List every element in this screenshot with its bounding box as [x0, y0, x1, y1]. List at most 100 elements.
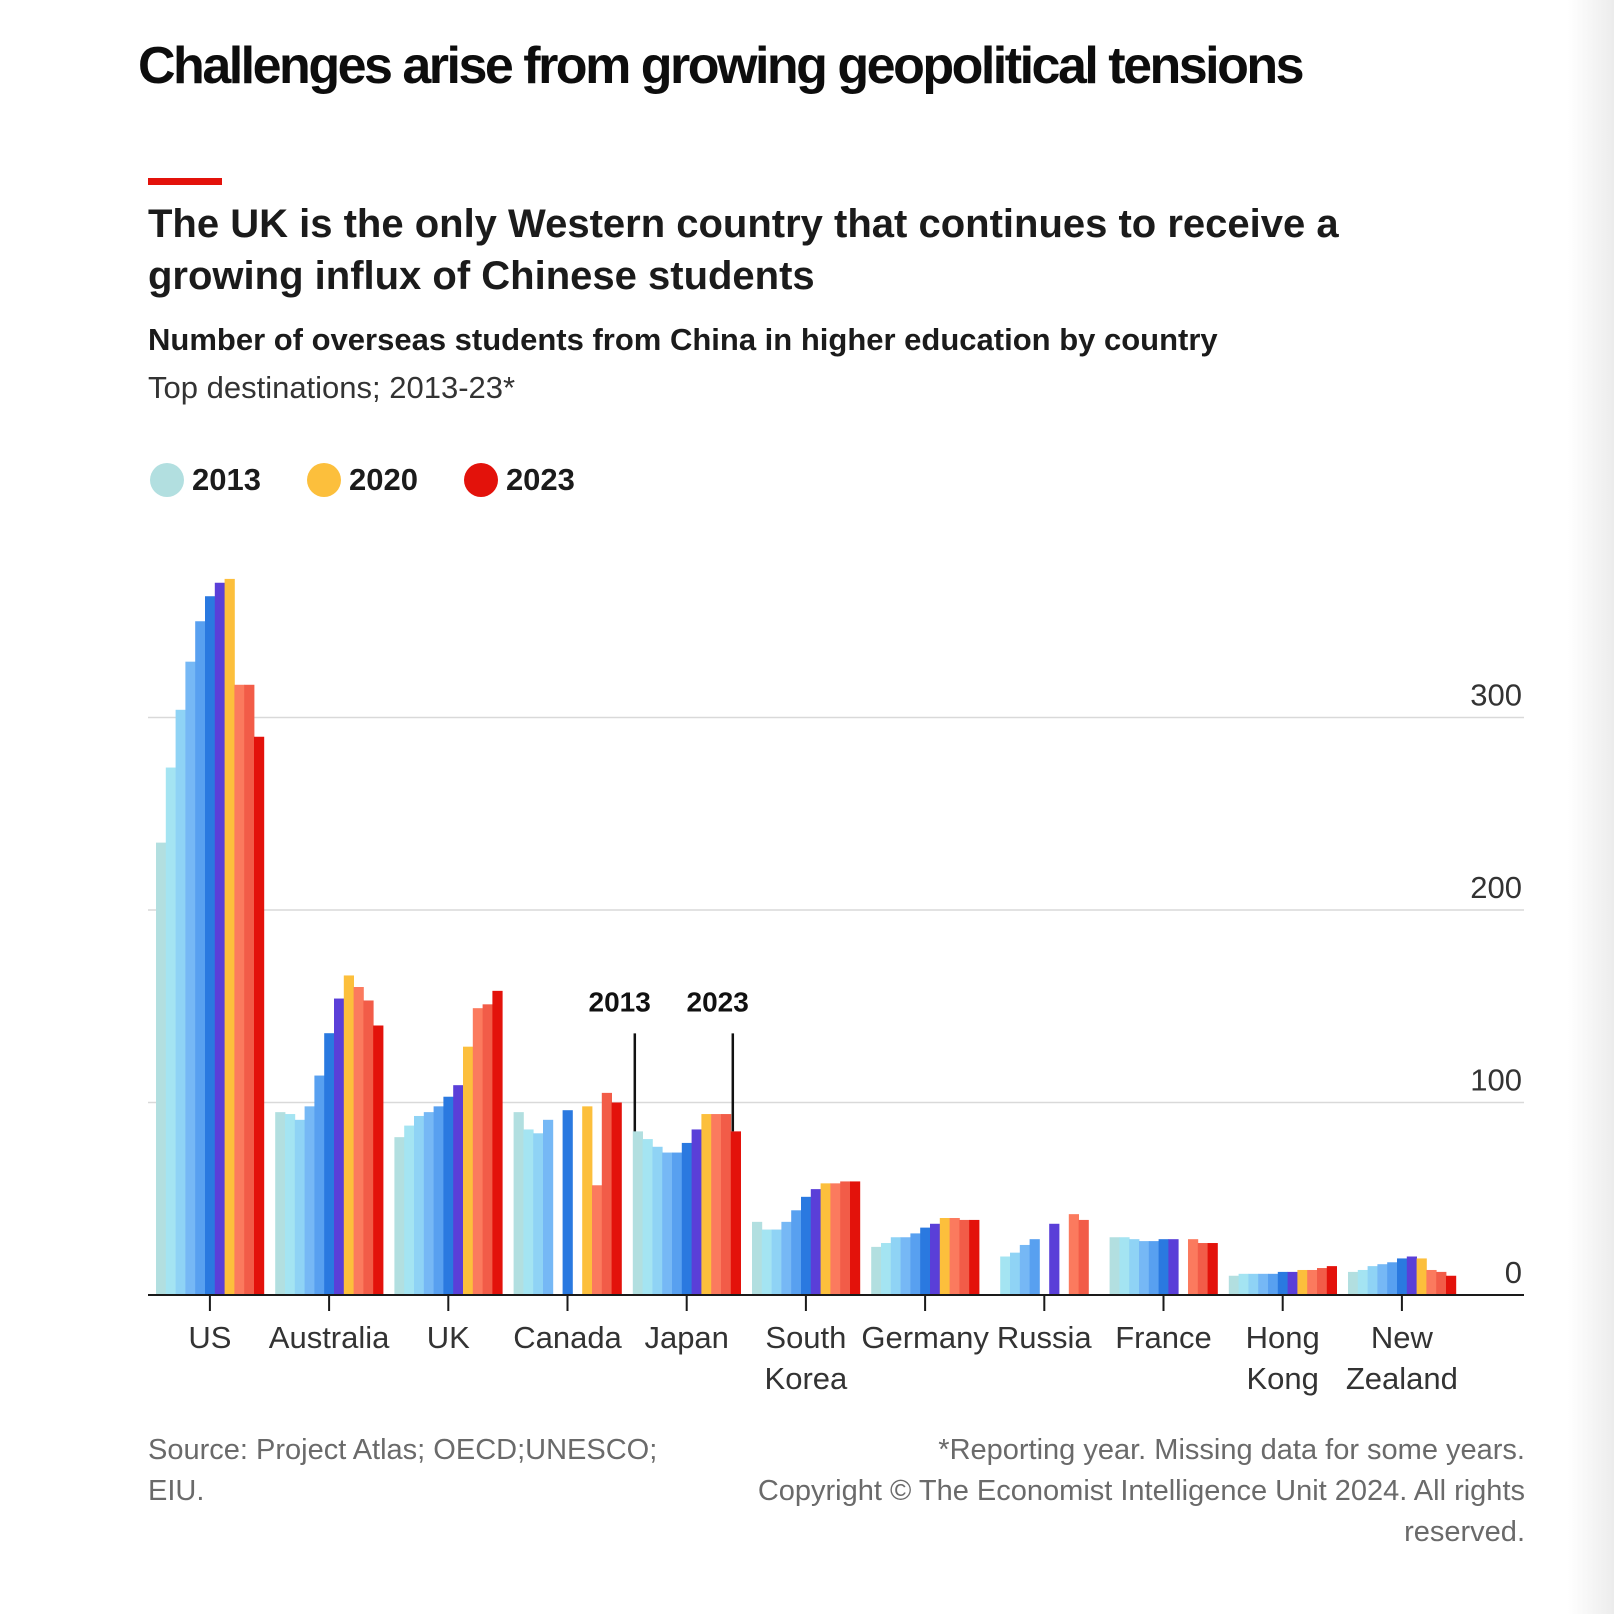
bar	[334, 998, 345, 1295]
red-accent-rule	[148, 178, 222, 185]
x-tick-label: Korea	[765, 1361, 848, 1396]
y-tick-label: 0	[1505, 1255, 1522, 1290]
bar	[949, 1218, 960, 1295]
bar	[492, 990, 503, 1295]
y-tick-label: 100	[1470, 1063, 1522, 1098]
bar	[1197, 1243, 1208, 1295]
bar	[1238, 1273, 1249, 1295]
bar	[582, 1106, 593, 1295]
bar	[601, 1092, 612, 1295]
bar	[592, 1185, 603, 1295]
bar	[910, 1233, 921, 1295]
bar	[642, 1139, 653, 1295]
bar	[1426, 1269, 1437, 1295]
bar	[890, 1237, 901, 1295]
x-tick-label: Canada	[513, 1320, 622, 1355]
bar	[781, 1221, 792, 1295]
bar	[632, 1131, 643, 1295]
bar	[1377, 1264, 1388, 1295]
bar	[1387, 1262, 1398, 1295]
x-tick-label: Australia	[269, 1320, 390, 1355]
bar	[1158, 1239, 1169, 1295]
bar	[1416, 1258, 1427, 1295]
bar	[820, 1183, 831, 1295]
x-tick-label: Kong	[1246, 1361, 1318, 1396]
bar	[482, 1004, 493, 1295]
bar	[353, 987, 364, 1295]
x-tick-label: UK	[427, 1320, 470, 1355]
bar	[453, 1085, 464, 1295]
bar	[1317, 1268, 1328, 1295]
bar	[711, 1114, 722, 1295]
bar	[1129, 1239, 1140, 1295]
bar	[920, 1227, 931, 1295]
bar	[472, 1008, 483, 1295]
bar	[1188, 1239, 1199, 1295]
bar	[1148, 1241, 1159, 1295]
bar	[1326, 1266, 1337, 1295]
bar	[433, 1106, 444, 1295]
bar	[275, 1112, 286, 1295]
bar	[1119, 1237, 1130, 1295]
bar	[373, 1025, 384, 1295]
y-tick-label: 300	[1470, 678, 1522, 713]
bar	[1228, 1275, 1239, 1295]
x-tick-label: New	[1371, 1320, 1434, 1355]
bar	[324, 1033, 335, 1295]
bar	[871, 1246, 882, 1295]
bar	[761, 1229, 772, 1295]
bar	[423, 1112, 434, 1295]
legend-item-2023: 2023	[463, 462, 575, 498]
legend: 2013 2020 2023	[150, 462, 621, 498]
y-tick-label: 200	[1470, 870, 1522, 905]
bar	[1168, 1239, 1179, 1295]
bar	[523, 1129, 534, 1295]
x-tick-label: South	[765, 1320, 846, 1355]
bar	[1109, 1237, 1120, 1295]
chart-subtitle: Number of overseas students from China i…	[148, 322, 1218, 357]
legend-swatch-2020	[306, 463, 341, 497]
bar	[969, 1219, 980, 1295]
bar	[900, 1237, 911, 1295]
bar	[701, 1114, 712, 1295]
bar	[681, 1142, 692, 1295]
chart-description: Top destinations; 2013-23*	[148, 370, 516, 405]
bar	[1248, 1273, 1259, 1295]
bar	[294, 1119, 305, 1295]
bar	[1268, 1273, 1279, 1295]
bar	[1010, 1252, 1021, 1295]
bar	[185, 661, 196, 1295]
bar	[730, 1131, 741, 1295]
x-tick-label: Germany	[861, 1320, 989, 1355]
bar	[1277, 1271, 1288, 1295]
bar	[930, 1223, 941, 1295]
bar	[850, 1181, 861, 1295]
page-edge-shadow	[1568, 0, 1614, 1614]
reporting-note: *Reporting year. Missing data for some y…	[938, 1434, 1525, 1466]
bar	[1029, 1239, 1040, 1295]
bar	[543, 1119, 554, 1295]
bar	[1307, 1269, 1318, 1295]
bar	[662, 1152, 673, 1295]
bar	[463, 1046, 474, 1295]
bar	[304, 1106, 315, 1295]
bar	[611, 1102, 622, 1295]
bar	[1068, 1214, 1079, 1295]
bar	[1258, 1273, 1269, 1295]
copyright-line-2: reserved.	[1404, 1516, 1525, 1548]
bar	[513, 1112, 524, 1295]
bar	[414, 1115, 425, 1295]
bar	[791, 1210, 802, 1295]
bar	[205, 596, 216, 1295]
bar	[562, 1110, 573, 1295]
legend-swatch-2013	[150, 463, 184, 497]
headline: Challenges arise from growing geopolitic…	[138, 37, 1305, 95]
bar	[363, 1000, 374, 1295]
bar	[652, 1146, 663, 1295]
copyright-line-1: Copyright © The Economist Intelligence U…	[757, 1475, 1525, 1507]
source-line-2: EIU.	[148, 1475, 205, 1507]
legend-label-2013: 2013	[192, 462, 261, 497]
legend-label-2023: 2023	[505, 462, 575, 497]
bar	[314, 1075, 325, 1295]
